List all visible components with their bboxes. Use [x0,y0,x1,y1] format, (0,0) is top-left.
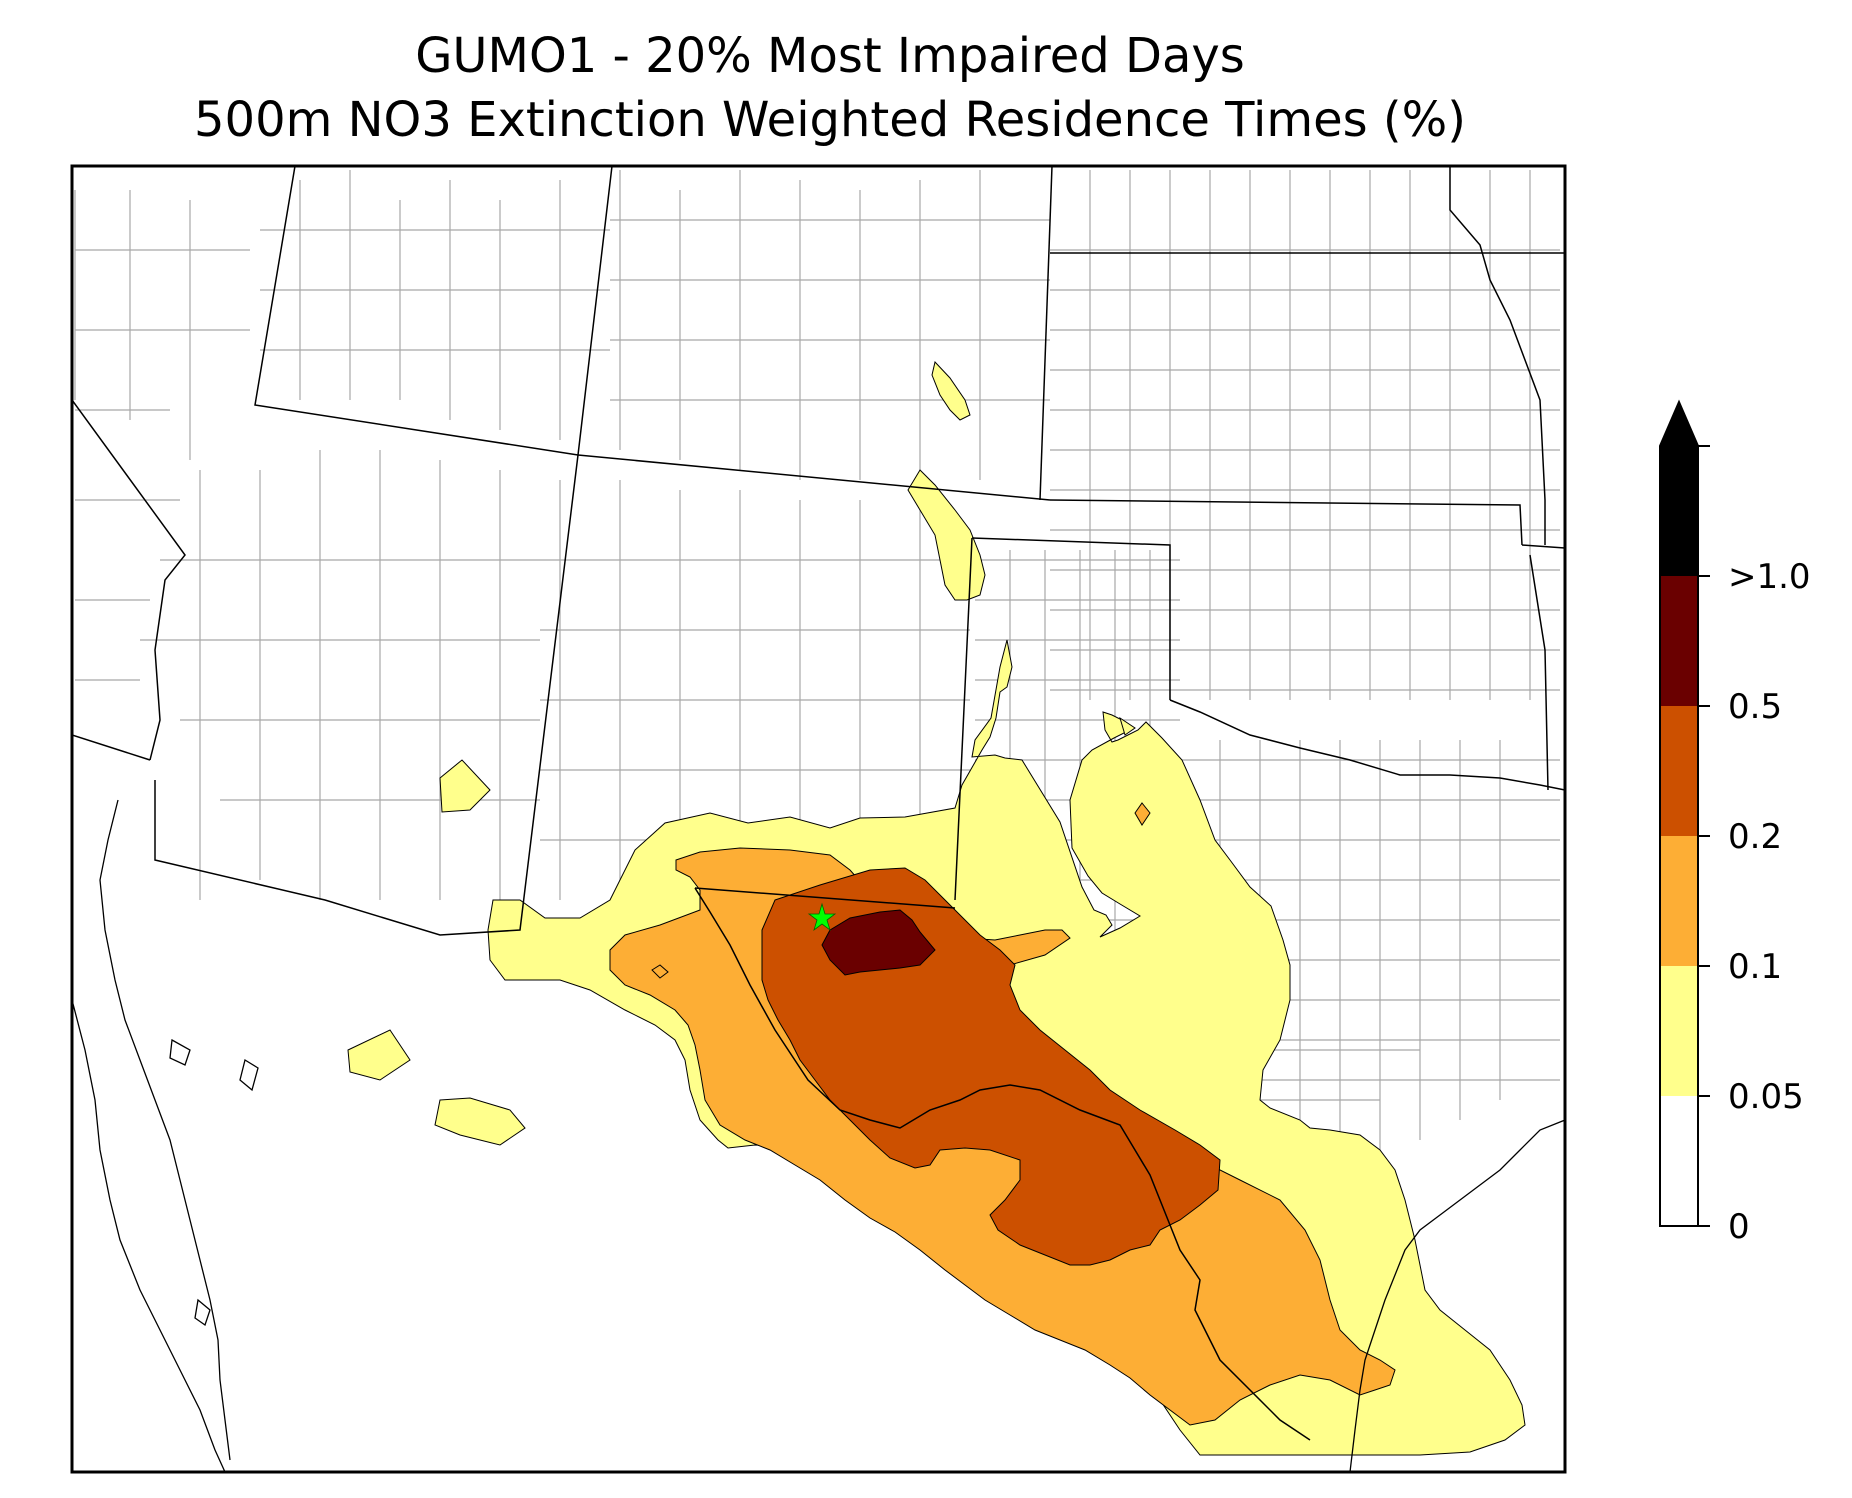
colorbar-bin-1 [1660,966,1698,1096]
map-title-line2: 500m NO3 Extinction Weighted Residence T… [194,92,1466,148]
colorbar-bin-3 [1660,706,1698,836]
colorbar-outline [1659,399,1699,1227]
state-borders [72,166,1565,1441]
colorbar-extend-arrow [1660,402,1698,576]
colorbar-bin-2 [1660,836,1698,966]
map-title-line1: GUMO1 - 20% Most Impaired Days [415,28,1245,84]
map-area [72,166,1565,1472]
site-star-marker [807,902,837,932]
colorbar-tick-label: 0.2 [1728,817,1782,857]
colorbar-bin-0 [1660,1096,1698,1226]
colorbar-tick-label: 0 [1728,1207,1750,1247]
colorbar-ticks [1698,445,1710,1227]
colorbar: 0 0.05 0.1 0.2 0.5 >1.0 [1659,399,1811,1247]
colorbar-tick-label: 0.05 [1728,1077,1804,1117]
colorbar-tick-label: 0.1 [1728,947,1782,987]
colorbar-tick-label: 0.5 [1728,687,1782,727]
colorbar-bin-4 [1660,576,1698,706]
colorbar-tick-label: >1.0 [1728,557,1811,597]
map-frame [70,164,1567,1474]
coastline [72,799,1565,1472]
contour-0.5 [821,909,936,976]
